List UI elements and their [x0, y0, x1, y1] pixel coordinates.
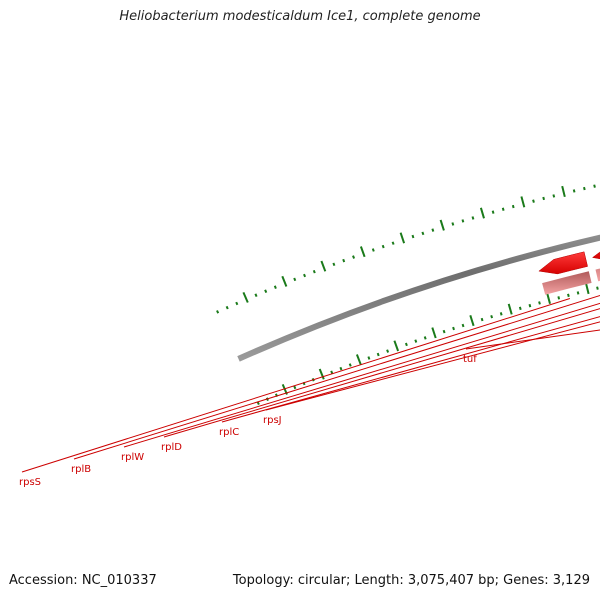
outer-ruler-tick [371, 248, 375, 252]
inner-ruler-tick [452, 326, 455, 331]
inner-ruler-tick [490, 314, 494, 319]
inner-ruler-tick [431, 327, 437, 339]
outer-ruler-tick [532, 199, 535, 203]
gene-label-rplD: rplD [161, 442, 182, 453]
outer-ruler-tick [411, 234, 415, 239]
outer-ruler-tick [359, 246, 366, 258]
inner-ruler-tick [546, 292, 551, 305]
ruler: 1406 kbp1405 kbp1404 kbp1403 kbp1402 kbp… [216, 184, 599, 406]
outer-ruler-tick [303, 273, 307, 278]
inner-ruler-tick [318, 368, 325, 380]
gene-arrow-rpsS [538, 251, 588, 275]
outer-ruler-tick [235, 301, 239, 306]
inner-ruler-tick [293, 385, 297, 390]
gene-arrow-rplB [591, 251, 600, 260]
outer-ruler-tick [491, 210, 495, 214]
outer-ruler-tick [312, 269, 316, 274]
outer-ruler-tick [273, 285, 277, 289]
outer-ruler-tick [320, 260, 327, 272]
backbone-arc [237, 234, 600, 362]
gene-label-tuf: tuf [463, 354, 477, 365]
outer-ruler-tick [439, 219, 445, 231]
outer-ruler-tick [399, 232, 406, 244]
backbone [237, 234, 600, 362]
outer-ruler-tick [264, 289, 268, 293]
leader-line-rplC [221, 316, 600, 423]
outer-ruler-tick [471, 216, 475, 220]
inner-ruler-tick [423, 336, 427, 340]
outer-ruler-tick [593, 184, 596, 188]
inner-ruler-tick [596, 286, 599, 290]
leader-line-rpsS [21, 298, 571, 473]
inner-ruler-tick [518, 306, 522, 311]
outer-ruler-tick [479, 207, 485, 219]
gene-track [538, 251, 600, 275]
gene-label-rpsJ: rpsJ [263, 415, 282, 426]
gene-label-rplB: rplB [71, 464, 91, 475]
inner-ruler-tick [576, 291, 580, 295]
inner-ruler-tick [414, 339, 418, 343]
cds-track [542, 268, 600, 295]
cds-box-rplB [595, 268, 600, 282]
outer-ruler-tick [216, 310, 220, 314]
outer-ruler-tick [293, 277, 297, 282]
gene-label-rplC: rplC [219, 427, 239, 438]
accession-text: Accession: NC_010337 [9, 573, 157, 588]
outer-ruler-tick [332, 262, 336, 267]
outer-ruler-tick [421, 231, 425, 236]
outer-ruler-tick [501, 207, 505, 211]
inner-ruler-tick [376, 352, 380, 357]
inner-ruler-tick [469, 315, 475, 327]
outer-ruler-tick [254, 293, 258, 297]
inner-ruler-tick [557, 296, 561, 300]
outer-ruler-tick [391, 241, 395, 245]
inner-ruler-tick [355, 354, 362, 366]
inner-ruler-tick [538, 301, 541, 305]
outer-ruler-tick [542, 196, 545, 201]
inner-ruler-tick [499, 312, 503, 316]
inner-ruler-tick [585, 282, 590, 295]
inner-ruler-tick [461, 323, 465, 328]
inner-ruler-tick [528, 303, 532, 308]
outer-ruler-tick [451, 222, 455, 226]
outer-ruler-tick [583, 186, 586, 191]
outer-ruler-tick [431, 228, 435, 232]
outer-ruler-tick [461, 219, 465, 223]
inner-ruler-tick [367, 356, 371, 360]
outer-ruler-tick [572, 189, 576, 193]
outer-ruler-tick [242, 292, 249, 303]
inner-ruler-tick [330, 370, 334, 375]
gene-labels: rpsS rplB rplW rplD rplC rpsJ tuf [19, 294, 600, 488]
gene-label-rplW: rplW [121, 452, 144, 463]
gene-label-rpsS: rpsS [19, 477, 41, 488]
inner-ruler-tick [442, 329, 446, 334]
inner-ruler-tick [567, 293, 570, 298]
outer-ruler-tick [352, 255, 356, 259]
outer-ruler-tick [281, 275, 288, 287]
outer-ruler-tick [520, 196, 526, 208]
outer-ruler-tick [552, 194, 556, 198]
outer-ruler-tick [225, 305, 229, 310]
inner-ruler-tick [386, 349, 390, 353]
inner-ruler-tick [480, 317, 484, 322]
leader-line-rpsJ [265, 321, 600, 411]
cds-box-rpsS [542, 271, 592, 295]
inner-ruler-tick [404, 342, 408, 347]
outer-ruler-tick [342, 258, 346, 263]
inner-ruler-tick [393, 340, 400, 352]
leader-line-rplD [163, 308, 600, 438]
leader-line-rplW [123, 302, 600, 448]
outer-ruler-tick [561, 185, 566, 198]
inner-ruler-tick [348, 363, 352, 367]
genome-summary-text: Topology: circular; Length: 3,075,407 bp… [232, 573, 590, 588]
leader-line-tuf [465, 329, 600, 350]
outer-ruler-tick [381, 244, 385, 249]
leader-line-rplB [73, 294, 600, 460]
outer-ruler-tick [511, 204, 515, 209]
inner-ruler-tick [507, 303, 513, 315]
inner-ruler-tick [339, 366, 343, 371]
map-title: Heliobacterium modesticaldum Ice1, compl… [119, 9, 481, 24]
